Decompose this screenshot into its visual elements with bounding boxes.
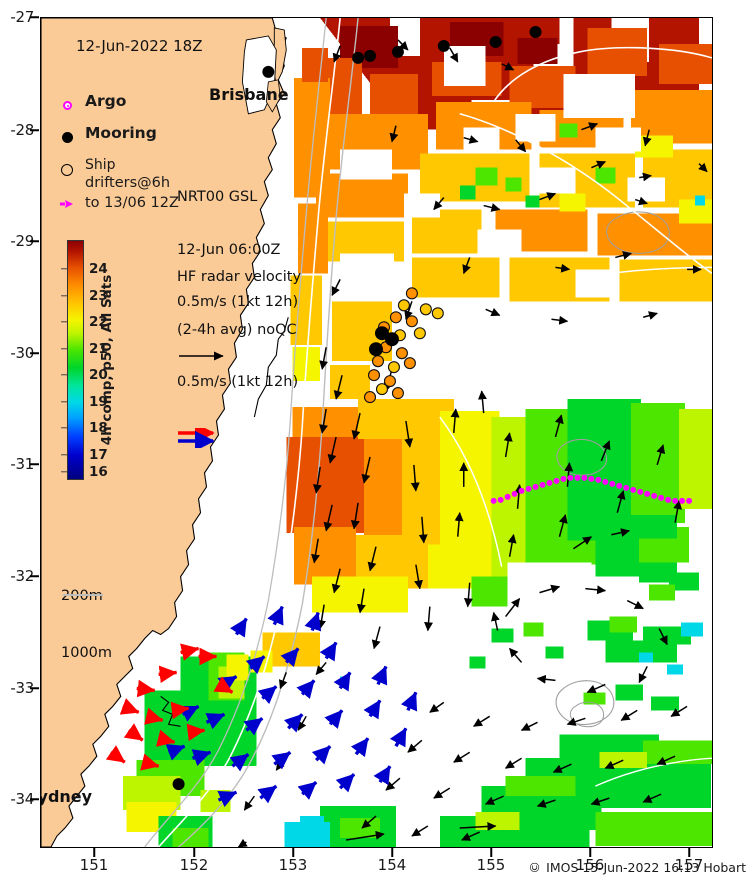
gsl-scale-arrow — [179, 351, 224, 360]
y-tick-label-0: -27 — [10, 8, 34, 26]
city-label-brisbane: Brisbane — [209, 85, 289, 104]
colorbar-gradient — [67, 240, 84, 480]
y-tick-label-1: -28 — [10, 121, 34, 139]
colorbar-tick-19: 19 — [89, 393, 108, 410]
colorbar-tick-21: 21 — [89, 340, 108, 357]
legend-label-drifters-to: to 13/06 12Z — [85, 195, 179, 211]
y-tick-label-4: -31 — [10, 455, 34, 473]
hf-radar-annotation: HF radar velocity (2-4h avg) noQC 0.5m/s… — [177, 234, 301, 483]
colorbar-tick-18: 18 — [89, 420, 108, 436]
hf-line-2: (2-4h avg) noQC — [177, 321, 297, 338]
mooring-markers — [172, 25, 542, 791]
hf-line-3: 0.5m/s (1kt 12h) — [177, 374, 299, 390]
y-tick-label-7: -34 — [10, 790, 34, 808]
colorbar-tick-17: 17 — [89, 446, 108, 463]
x-tick-label-4: 155 — [476, 856, 506, 874]
colorbar-title: 4h comp, p50, All Sats — [99, 274, 115, 446]
bathy-200m-label: 200m — [61, 588, 103, 604]
ship-icon — [61, 164, 73, 176]
hf-radar-vectors-blue — [165, 605, 418, 808]
x-tick-label-2: 153 — [278, 856, 308, 874]
gsl-line-1: NRT00 GSL — [177, 189, 258, 205]
coastline-detail — [160, 317, 289, 727]
y-tick-label-3: -30 — [10, 344, 34, 362]
bathy-1000m-label: 1000m — [61, 645, 113, 661]
colorbar-tick-16: 16 — [89, 464, 108, 480]
colorbar-tick-22: 22 — [89, 314, 108, 330]
colorbar-tick-23: 23 — [89, 287, 108, 304]
drifter-track — [490, 474, 693, 504]
gsl-annotation: NRT00 GSL 12-Jun 06:00Z 0.5m/s (1kt 12h) — [177, 154, 298, 401]
y-tick-label-5: -32 — [10, 567, 34, 585]
colorbar-tick-20: 20 — [89, 367, 108, 383]
legend-label-argo: Argo — [85, 92, 127, 110]
hf-scale-arrows — [178, 427, 215, 448]
bathy-contour-swatch — [63, 594, 103, 596]
colorbar-tick-24: 24 — [89, 261, 108, 277]
gsl-line-3: 0.5m/s (1kt 12h) — [177, 294, 299, 310]
city-label-sydney: Sydney — [41, 787, 93, 806]
x-tick-label-5: 156 — [575, 856, 605, 874]
x-tick-label-3: 154 — [377, 856, 407, 874]
gsl-line-2: 12-Jun 06:00Z — [177, 241, 281, 258]
hf-radar-vectors-red — [105, 643, 234, 771]
land-mass — [41, 18, 287, 847]
legend-label-ship: Ship — [85, 157, 116, 173]
bathymetry-legend: 200m 1000m — [61, 549, 112, 701]
map-canvas — [41, 18, 712, 847]
y-tick-label-2: -29 — [10, 232, 34, 250]
gsl-current-vectors — [237, 39, 708, 847]
map-plot-area[interactable]: 12-Jun-2022 18Z Brisbane Sydney 200m 100… — [40, 17, 713, 848]
x-tick-label-1: 152 — [179, 856, 209, 874]
x-tick-label-0: 151 — [79, 856, 109, 874]
copyright-notice: © IMOS 15-Jun-2022 16:13 Hobart — [527, 860, 746, 875]
hf-line-1: HF radar velocity — [177, 269, 302, 285]
x-tick-label-6: 157 — [674, 856, 704, 874]
drifter-icon — [59, 195, 75, 214]
timestamp-label: 12-Jun-2022 18Z — [76, 37, 203, 55]
argo-icon — [63, 101, 72, 110]
legend-label-mooring: Mooring — [85, 124, 157, 142]
mooring-icon — [62, 132, 73, 143]
legend-label-drifters: drifters@6h — [85, 175, 171, 191]
y-tick-label-6: -33 — [10, 679, 34, 697]
